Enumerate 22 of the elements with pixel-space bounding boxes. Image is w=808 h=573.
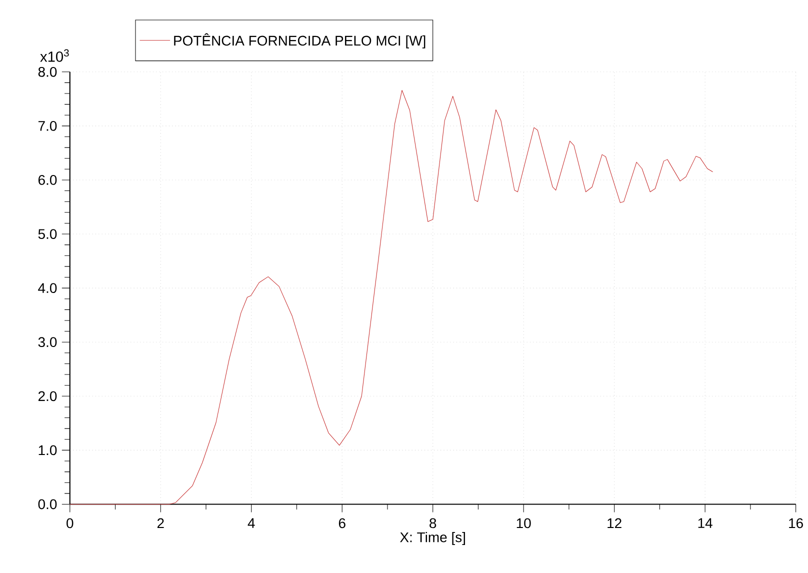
legend-label: POTÊNCIA FORNECIDA PELO MCI [W] — [174, 33, 426, 48]
x-tick-label: 2 — [157, 518, 164, 528]
y-tick-label: 8.0 — [38, 66, 57, 77]
y-tick-label: 2.0 — [38, 391, 57, 402]
x-tick-label: 0 — [66, 518, 74, 528]
line-series — [70, 90, 714, 504]
x-tick-label: 14 — [698, 518, 712, 528]
x-tick-label: 4 — [248, 518, 255, 528]
y-tick-label: 4.0 — [38, 283, 57, 293]
y-tick-label: 1.0 — [38, 445, 57, 456]
y-tick-label: 0.0 — [38, 499, 57, 510]
x-tick-label: 12 — [608, 518, 622, 528]
y-axis-title: x10$^{3}$ — [40, 49, 69, 62]
y-tick-label: 6.0 — [38, 174, 57, 185]
x-tick-label: 16 — [789, 518, 803, 528]
y-tick-label: 5.0 — [38, 229, 57, 239]
x-tick-label: 8 — [430, 518, 436, 528]
y-tick-label: 7.0 — [38, 120, 57, 131]
x-axis-title: X: Time [s] — [400, 532, 465, 545]
x-tick-label: 6 — [338, 518, 346, 528]
x-tick-label: 10 — [516, 518, 531, 528]
y-tick-label: 3.0 — [38, 337, 57, 347]
